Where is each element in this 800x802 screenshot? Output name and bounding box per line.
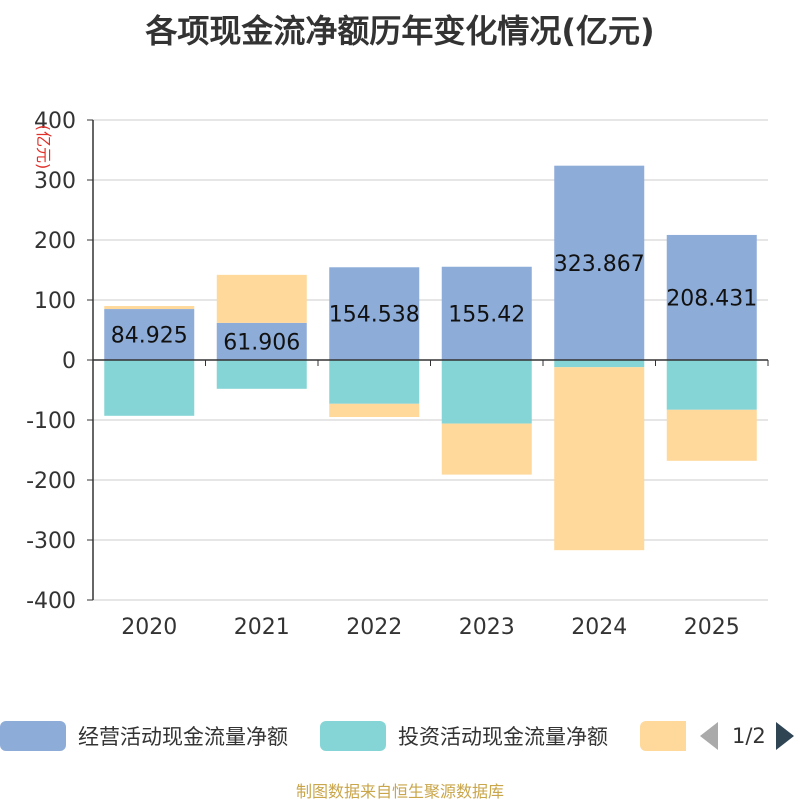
bar-operating-2022 [329,267,420,360]
legend-item-financing[interactable] [640,716,686,756]
y-tick-label: -300 [26,529,76,554]
bar-investing-2024 [554,360,645,368]
legend-item-investing[interactable]: 投资活动现金流量净额 [320,716,608,756]
legend-pager: 1/2 [700,716,794,756]
y-tick-label: 300 [34,169,76,194]
bar-investing-2020 [104,360,195,416]
data-label-2021: 61.906 [223,330,300,355]
source-note: 制图数据来自恒生聚源数据库 [295,782,504,801]
pager-next-icon[interactable] [775,722,794,750]
y-tick-label: 400 [34,109,76,134]
y-tick-label: 200 [34,229,76,254]
legend-swatch-investing [320,721,386,751]
legend-label-operating: 经营活动现金流量净额 [78,725,288,749]
x-tick-label: 2020 [121,615,177,640]
bar-financing-2022 [329,403,420,417]
bar-operating-2023 [441,266,532,360]
bar-investing-2023 [441,360,532,424]
bar-operating-2025 [666,234,757,360]
data-label-2022: 154.538 [329,303,420,328]
chart-legend: 经营活动现金流量净额 投资活动现金流量净额 [0,716,800,756]
bar-financing-2020 [104,306,195,310]
bar-financing-2023 [441,423,532,475]
y-tick-label: -100 [26,409,76,434]
x-tick-label: 2025 [684,615,740,640]
data-label-2023: 155.42 [448,302,525,327]
y-tick-label: 0 [62,349,76,374]
bar-investing-2022 [329,360,420,404]
x-tick-label: 2024 [571,615,627,640]
x-tick-label: 2023 [459,615,515,640]
x-tick-label: 2021 [234,615,290,640]
bar-investing-2025 [666,360,757,410]
bar-financing-2021 [216,274,307,323]
data-label-2024: 323.867 [554,252,645,277]
y-tick-label: -200 [26,469,76,494]
bar-operating-2020 [104,309,195,360]
legend-label-investing: 投资活动现金流量净额 [398,725,608,749]
legend-item-operating[interactable]: 经营活动现金流量净额 [0,716,288,756]
bar-operating-2021 [216,322,307,360]
bar-operating-2024 [554,165,645,360]
bar-financing-2025 [666,409,757,461]
legend-swatch-operating [0,721,66,751]
y-tick-label: 100 [34,289,76,314]
bar-investing-2021 [216,360,307,389]
chart-title: 各项现金流净额历年变化情况(亿元) [145,12,655,50]
pager-text: 1/2 [732,724,766,748]
pager-prev-icon[interactable] [700,722,718,750]
data-label-2020: 84.925 [111,324,188,349]
y-axis-unit-label: (亿元) [34,125,53,170]
bar-financing-2024 [554,367,645,551]
y-tick-label: -400 [26,589,76,614]
cashflow-chart: 400 300 200 100 0 -100 -200 -300 -400 (亿元) 84.925 2… [26,109,769,640]
x-tick-label: 2022 [346,615,402,640]
legend-swatch-financing [640,721,686,751]
data-label-2025: 208.431 [666,286,757,311]
